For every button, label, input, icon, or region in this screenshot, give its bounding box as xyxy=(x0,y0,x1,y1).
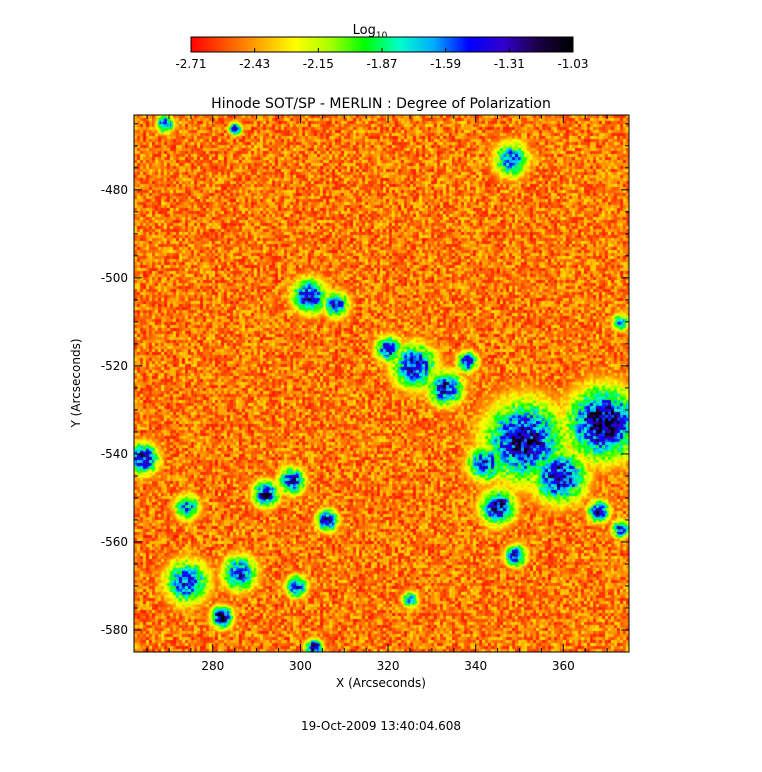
x-tick-label: 360 xyxy=(552,659,575,673)
colorbar-tick-label: -1.59 xyxy=(430,57,461,71)
y-tick-label: -580 xyxy=(101,623,128,637)
y-tick-label: -540 xyxy=(101,447,128,461)
x-axis-label: X (Arcseconds) xyxy=(336,676,426,690)
x-tick-label: 280 xyxy=(201,659,224,673)
timestamp-footer: 19-Oct-2009 13:40:04.608 xyxy=(301,719,461,733)
y-axis-ticks: -480 -500 -520 -540 -560 -580 xyxy=(101,123,629,653)
colorbar-tick-label: -2.15 xyxy=(303,57,334,71)
y-tick-label: -480 xyxy=(101,183,128,197)
colorbar-tick-label: -1.87 xyxy=(366,57,397,71)
chart-title: Hinode SOT/SP - MERLIN : Degree of Polar… xyxy=(211,96,551,112)
heatmap-image xyxy=(134,115,629,652)
colorbar-tick-label: -2.43 xyxy=(239,57,270,71)
colorbar-tick-label: -1.31 xyxy=(494,57,525,71)
y-axis-label: Y (Arcseconds) xyxy=(69,338,83,428)
x-axis-ticks: 280 300 320 340 360 xyxy=(146,115,630,673)
plot-frame xyxy=(133,114,630,653)
colorbar-tick-label: -2.71 xyxy=(175,57,206,71)
y-tick-label: -560 xyxy=(101,535,128,549)
y-tick-label: -520 xyxy=(101,359,128,373)
colorbar-label: Log10 xyxy=(353,23,388,41)
colorbar-ticks: -2.71 -2.43 -2.15 -1.87 -1.59 -1.31 -1.03 xyxy=(175,48,589,71)
x-tick-label: 320 xyxy=(377,659,400,673)
x-tick-label: 340 xyxy=(464,659,487,673)
y-tick-label: -500 xyxy=(101,271,128,285)
colorbar-tick-label: -1.03 xyxy=(557,57,588,71)
x-tick-label: 300 xyxy=(289,659,312,673)
